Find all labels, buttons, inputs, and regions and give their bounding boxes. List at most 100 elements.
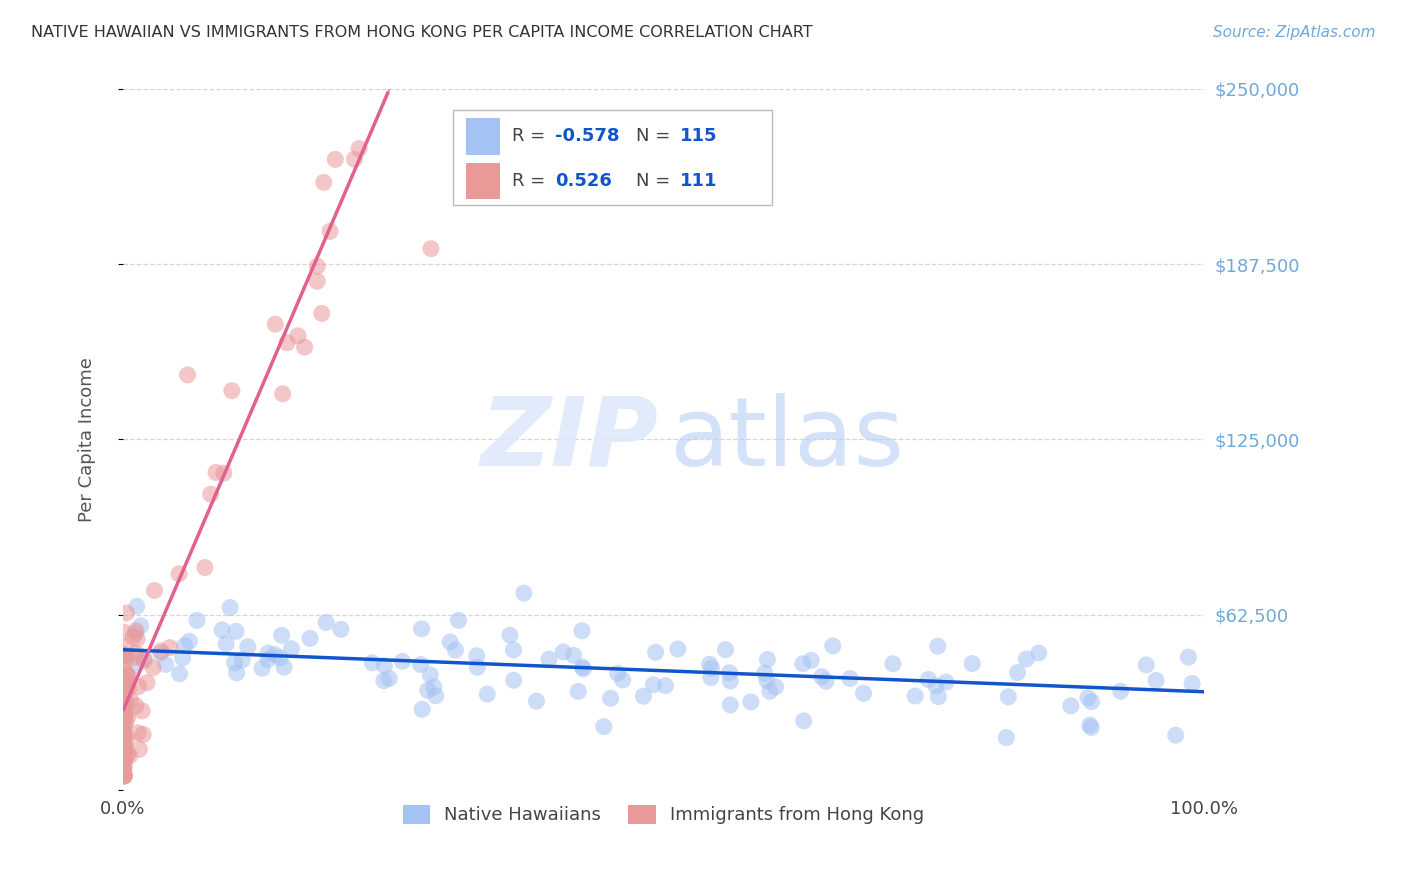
Point: [765, 680, 787, 694]
Point: [1028, 646, 1050, 660]
Point: [112, 745, 135, 759]
Point: [125, 658, 148, 673]
Point: [925, 679, 948, 693]
Point: [112, 678, 135, 692]
Point: [142, 660, 165, 674]
Point: [225, 624, 247, 639]
Point: [513, 586, 536, 600]
Point: [572, 662, 595, 676]
Point: [112, 702, 135, 716]
Point: [502, 643, 524, 657]
Point: [839, 672, 862, 686]
Point: [439, 635, 461, 649]
Point: [112, 648, 135, 663]
Point: [444, 643, 467, 657]
Point: [112, 737, 135, 751]
Point: [186, 614, 208, 628]
Point: [231, 653, 253, 667]
Point: [592, 720, 614, 734]
Point: [125, 599, 148, 614]
Point: [378, 671, 401, 685]
Point: [221, 384, 243, 398]
Point: [280, 641, 302, 656]
Point: [112, 732, 135, 747]
Point: [447, 614, 470, 628]
Point: [112, 695, 135, 709]
Point: [718, 665, 741, 680]
Point: [112, 683, 135, 698]
Point: [112, 707, 135, 722]
Point: [112, 742, 135, 756]
Point: [287, 328, 309, 343]
Point: [112, 705, 135, 719]
Point: [821, 639, 844, 653]
Point: [409, 657, 432, 672]
Point: [271, 386, 294, 401]
Point: [465, 648, 488, 663]
Point: [112, 674, 135, 689]
Point: [112, 648, 135, 662]
Point: [997, 690, 1019, 704]
Point: [136, 675, 159, 690]
Point: [112, 755, 135, 769]
Point: [112, 711, 135, 725]
Point: [373, 673, 395, 688]
Point: [307, 274, 329, 288]
Point: [112, 648, 135, 662]
Point: [125, 626, 148, 640]
Point: [740, 695, 762, 709]
Point: [219, 600, 242, 615]
Point: [633, 690, 655, 704]
Point: [927, 639, 949, 653]
Text: Source: ZipAtlas.com: Source: ZipAtlas.com: [1212, 25, 1375, 40]
Text: N =: N =: [637, 128, 676, 145]
Point: [814, 674, 837, 689]
Text: R =: R =: [512, 128, 551, 145]
Point: [112, 657, 135, 671]
Point: [666, 642, 689, 657]
Point: [112, 695, 135, 709]
Point: [132, 651, 155, 665]
Point: [112, 706, 135, 721]
Point: [112, 688, 135, 702]
Text: 111: 111: [679, 172, 717, 190]
Point: [124, 646, 146, 660]
Point: [149, 646, 172, 660]
Point: [112, 692, 135, 706]
Point: [1177, 650, 1199, 665]
Point: [117, 668, 139, 682]
Point: [176, 368, 198, 382]
Point: [467, 660, 489, 674]
Point: [225, 665, 247, 680]
Point: [167, 566, 190, 581]
Point: [112, 726, 135, 740]
Point: [962, 657, 984, 671]
Point: [273, 660, 295, 674]
Point: [276, 335, 298, 350]
Point: [562, 648, 585, 663]
Point: [294, 340, 316, 354]
Point: [155, 657, 177, 672]
Point: [312, 175, 335, 189]
Legend: Native Hawaiians, Immigrants from Hong Kong: Native Hawaiians, Immigrants from Hong K…: [394, 796, 934, 833]
Text: atlas: atlas: [669, 392, 904, 486]
Point: [129, 619, 152, 633]
Point: [112, 683, 135, 698]
Point: [124, 650, 146, 665]
Point: [571, 624, 593, 638]
Point: [179, 634, 201, 648]
Point: [127, 632, 149, 646]
Point: [173, 639, 195, 653]
Point: [422, 680, 444, 694]
Point: [1109, 684, 1132, 698]
Point: [935, 675, 957, 690]
Point: [120, 693, 142, 707]
Point: [112, 697, 135, 711]
Point: [700, 671, 723, 685]
Point: [159, 640, 181, 655]
Point: [599, 691, 621, 706]
Point: [644, 645, 666, 659]
Y-axis label: Per Capita Income: Per Capita Income: [79, 357, 96, 522]
Point: [114, 758, 136, 772]
Point: [793, 714, 815, 728]
